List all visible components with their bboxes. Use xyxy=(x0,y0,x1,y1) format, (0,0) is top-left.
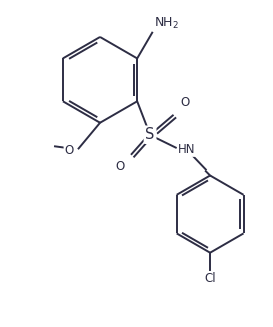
Text: S: S xyxy=(145,127,155,142)
Text: NH$_2$: NH$_2$ xyxy=(154,15,179,30)
Text: O: O xyxy=(180,96,189,109)
Text: O: O xyxy=(115,161,124,174)
Text: HN: HN xyxy=(178,143,195,156)
Text: Cl: Cl xyxy=(204,272,216,285)
Text: O: O xyxy=(64,144,73,157)
